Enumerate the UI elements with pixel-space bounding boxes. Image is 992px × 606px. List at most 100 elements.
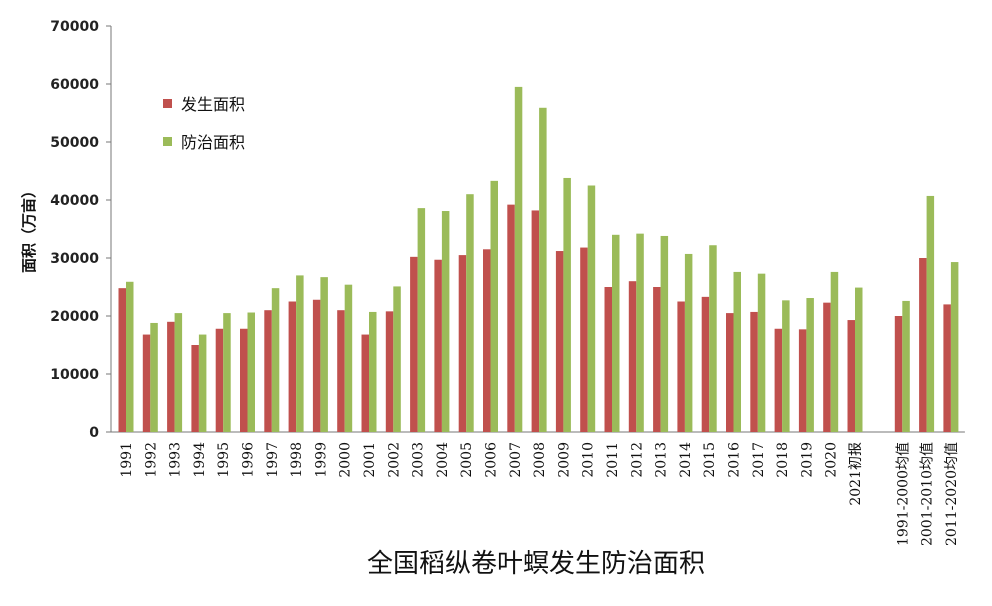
x-tick-label: 1991-2000均值 (895, 442, 911, 546)
bar-occurrence-area (142, 334, 151, 432)
bar-control-area (709, 245, 717, 432)
bar-control-area (539, 107, 547, 432)
bar-occurrence-area (458, 255, 467, 432)
bar-occurrence-area (264, 310, 272, 432)
x-tick-label: 2004 (435, 442, 451, 478)
y-tick-label: 10000 (50, 367, 99, 383)
axes: 0 10000 20000 30000 40000 50000 60000 70000 (50, 19, 965, 441)
bar-control-area (660, 235, 669, 432)
x-tick-label: 2020 (824, 442, 840, 478)
x-tick-label: 2001-2010均值 (920, 442, 936, 546)
chart-title: 全国稻纵卷叶螟发生防治面积 (367, 549, 705, 579)
bar-occurrence-area (531, 210, 540, 432)
bar-occurrence-area (288, 301, 297, 432)
x-tick-label: 1996 (241, 442, 257, 478)
x-tick-label: 2009 (556, 442, 572, 478)
y-tick-label: 60000 (50, 77, 99, 93)
x-tick-label: 2012 (629, 442, 645, 478)
category-labels: 1991 1992 1993 1994 1995 1996 1997 1998 1999 2000… (119, 442, 960, 546)
x-tick-label: 1992 (143, 442, 159, 478)
bar-control-area (563, 177, 571, 432)
legend-swatch (163, 99, 172, 108)
x-tick-label: 2017 (751, 442, 767, 478)
bar-occurrence-area (410, 256, 418, 432)
y-tick-label: 20000 (50, 309, 99, 325)
bar-control-area (757, 273, 766, 432)
bar-control-area (855, 287, 863, 432)
x-tick-label: 2014 (678, 442, 694, 478)
bar-control-area (441, 211, 450, 432)
x-tick-label: 2010 (581, 442, 597, 478)
x-tick-label: 2003 (411, 442, 427, 478)
bar-control-area (636, 233, 644, 432)
x-tick-label: 1998 (289, 442, 305, 478)
x-tick-label: 2021初报 (847, 442, 864, 506)
bar-occurrence-area (677, 301, 685, 432)
y-axis-label: 面积（万亩） (20, 183, 38, 273)
x-tick-label: 1999 (313, 442, 329, 478)
bar-control-area (830, 271, 839, 432)
legend-swatch (163, 137, 172, 146)
x-tick-label: 1995 (216, 442, 232, 478)
bar-control-area (247, 312, 255, 432)
bars (118, 86, 959, 433)
bar-control-area (150, 322, 158, 432)
bar-control-area (344, 284, 353, 432)
bar-control-area (490, 180, 498, 432)
x-tick-label: 2005 (459, 442, 475, 478)
bar-occurrence-area (774, 328, 783, 432)
bar-occurrence-area (580, 247, 588, 432)
x-tick-label: 2015 (702, 442, 718, 478)
bar-occurrence-area (943, 304, 951, 432)
bar-control-area (126, 281, 134, 432)
bar-control-area (417, 208, 426, 432)
y-tick-label: 50000 (50, 135, 99, 151)
bar-occurrence-area (385, 311, 394, 432)
bar-occurrence-area (240, 328, 248, 432)
x-tick-label: 1993 (168, 442, 184, 478)
x-tick-label: 2008 (532, 442, 548, 478)
bar-control-area (369, 311, 377, 432)
x-tick-label: 1994 (192, 442, 208, 478)
bar-control-area (174, 313, 183, 432)
bar-occurrence-area (118, 288, 126, 432)
bar-occurrence-area (555, 251, 564, 432)
bar-control-area (782, 300, 790, 432)
bar-control-area (271, 288, 280, 432)
bar-control-area (466, 194, 474, 432)
bar-occurrence-area (434, 259, 442, 432)
bar-control-area (296, 275, 304, 432)
x-tick-label: 2016 (727, 442, 743, 478)
bar-control-area (223, 313, 231, 432)
bar-occurrence-area (507, 204, 515, 432)
x-tick-label: 2013 (654, 442, 670, 478)
bar-occurrence-area (798, 329, 807, 432)
bar-control-area (926, 195, 935, 432)
x-tick-label: 2011 (605, 442, 621, 478)
bar-control-area (612, 234, 620, 432)
y-tick-label: 30000 (50, 251, 99, 267)
bar-occurrence-area (215, 328, 224, 432)
bar-control-area (393, 286, 401, 432)
y-tick-label: 70000 (50, 19, 99, 35)
bar-occurrence-area (726, 313, 734, 432)
bar-occurrence-area (847, 320, 855, 432)
bar-occurrence-area (483, 249, 491, 432)
bar-control-area (806, 298, 814, 432)
bar-occurrence-area (919, 258, 927, 432)
bar-control-area (733, 271, 741, 432)
bar-control-area (198, 334, 207, 432)
legend-label: 发生面积 (181, 95, 245, 114)
bar-control-area (514, 86, 523, 433)
y-tick-label: 0 (89, 425, 99, 441)
bar-control-area (684, 253, 693, 432)
x-tick-label: 2001 (362, 442, 378, 478)
bar-control-area (587, 185, 596, 432)
y-tick-label: 40000 (50, 193, 99, 209)
bar-occurrence-area (312, 299, 321, 432)
x-tick-label: 2011-2020均值 (944, 442, 960, 546)
bar-control-area (950, 262, 959, 432)
